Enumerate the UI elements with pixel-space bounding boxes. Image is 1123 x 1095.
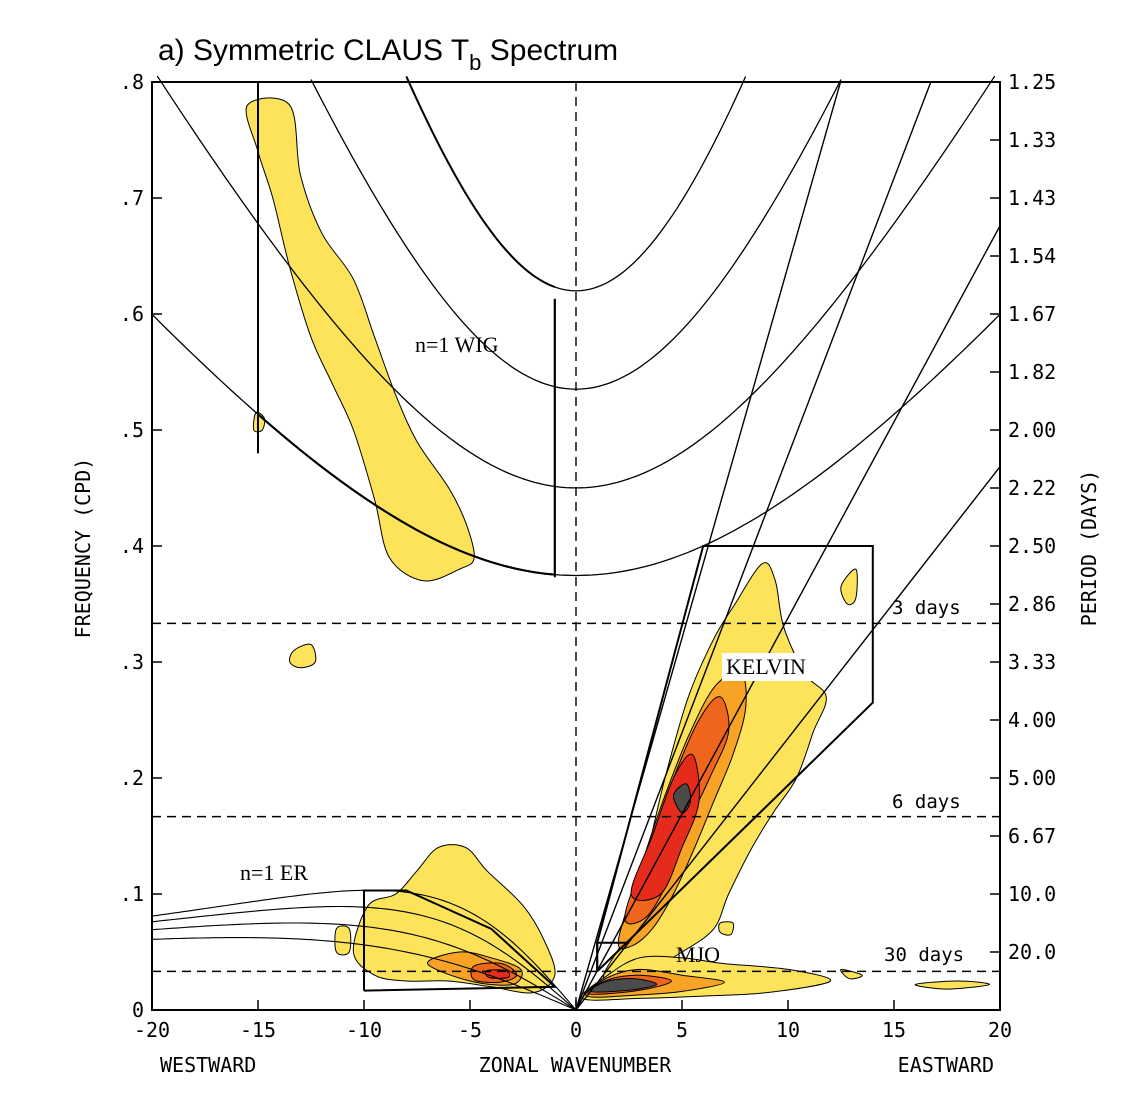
wig-box-top [405,76,556,288]
y-tick-label-2: .2 [120,766,144,790]
x-tick-label-0: -20 [134,1018,170,1042]
y2-tick-label-6: 2.00 [1008,418,1056,442]
y2-tick-label-1: 1.33 [1008,128,1056,152]
mjo-label: MJO [676,942,720,967]
contour-wig-band [245,97,475,582]
contour-er-l1 [352,844,556,994]
y2-tick-label-10: 3.33 [1008,650,1056,674]
y-tick-label-6: .6 [120,302,144,326]
x-tick-label-2: -10 [346,1018,382,1042]
x-axis-label: ZONAL WAVENUMBER [479,1053,673,1077]
y2-tick-label-5: 1.82 [1008,360,1056,384]
contour-wig-blob-small-2 [289,643,317,669]
wig-box-bottom [257,413,555,576]
kelvin-curve-12 [575,466,1001,1011]
contour-er-blob [334,925,352,956]
x-tick-label-1: -15 [240,1018,276,1042]
y2-tick-label-14: 10.0 [1008,882,1056,906]
y2-tick-label-13: 6.67 [1008,824,1056,848]
filter-boxes [257,76,874,992]
ref-label-30days: 30 days [884,944,964,966]
y-tick-label-7: .7 [120,186,144,210]
y2-tick-label-8: 2.50 [1008,534,1056,558]
x-tick-label-4: 0 [570,1018,582,1042]
x-tick-label-5: 5 [676,1018,688,1042]
y-tick-label-0: 0 [132,998,144,1022]
y2-tick-label-7: 2.22 [1008,476,1056,500]
y-tick-label-3: .3 [120,650,144,674]
x-axis-label-eastward: EASTWARD [898,1053,994,1077]
ref-label-3days: 3 days [892,597,961,619]
x-axis-label-westward: WESTWARD [160,1053,256,1077]
y2-tick-label-11: 4.00 [1008,708,1056,732]
y-axis-label: FREQUENCY (CPD) [71,458,95,639]
y2-tick-label-12: 5.00 [1008,766,1056,790]
contour-east-blob-2 [914,980,990,990]
contour-kelvin-blob [840,568,858,606]
mjo-box [596,941,629,972]
chart-title: a) Symmetric CLAUS Tb Spectrum [158,34,618,75]
x-tick-label-3: -5 [458,1018,482,1042]
x-tick-label-6: 10 [776,1018,800,1042]
wig-label: n=1 WIG [415,332,499,357]
y2-tick-label-3: 1.54 [1008,244,1056,268]
kelvin-label-bg [722,653,830,681]
x-tick-label-8: 20 [988,1018,1012,1042]
kelvin-curve-25 [575,225,1001,1011]
y-tick-label-8: .8 [120,70,144,94]
ref-label-6days: 6 days [892,791,961,813]
y2-tick-label-15: 20.0 [1008,940,1056,964]
kelvin-label: KELVIN [726,654,806,679]
axis-ticks: -20 -15 -10 -5 0 5 10 15 20 0 .1 .2 .3 .4 .5 .6 .7 .8 1.25… [120,70,1056,1042]
contour-kelvin-blob-2 [718,921,735,936]
x-tick-label-7: 15 [882,1018,906,1042]
reference-lines [152,82,1000,1010]
y2-axis-label: PERIOD (DAYS) [1077,470,1101,627]
y2-tick-label-2: 1.43 [1008,186,1056,210]
er-box [363,889,558,992]
contour-mjo-l5 [589,978,658,993]
er-label: n=1 ER [240,860,308,885]
y2-tick-label-0: 1.25 [1008,70,1056,94]
y2-tick-label-4: 1.67 [1008,302,1056,326]
contour-layer [245,97,990,1001]
y2-tick-label-9: 2.86 [1008,592,1056,616]
y-tick-label-5: .5 [120,418,144,442]
wig-curve-90 [405,76,747,292]
y-tick-label-1: .1 [120,882,144,906]
y-tick-label-4: .4 [120,534,144,558]
